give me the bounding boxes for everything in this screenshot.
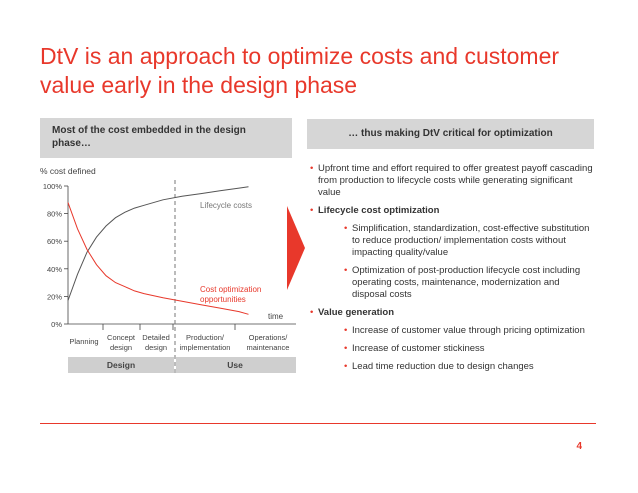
y-tick-label: 20% [47,292,62,301]
bullet-text: Upfront time and effort required to offe… [318,163,593,198]
right-section-header: … thus making DtV critical for optimizat… [307,119,594,149]
design-group-bar [68,357,174,373]
phase-label: Detailed design [142,333,170,352]
page-number: 4 [576,441,582,452]
sub-bullet-item: • Increase of customer stickiness [318,343,596,355]
chevron-arrow-icon [287,206,305,290]
sub-bullet-text: Optimization of post-production lifecycl… [352,265,581,300]
design-group-label: Design [107,360,135,370]
phase-label: Production/implementation [180,333,231,352]
use-group-label: Use [227,360,243,370]
sub-bullet-item: • Lead time reduction due to design chang… [318,361,596,373]
x-axis-label: time [268,312,284,321]
bullet-dot-icon: • [344,265,348,276]
bullet-dot-icon: • [310,205,314,216]
y-tick-label: 0% [51,320,62,329]
cost-optimization-line [67,202,249,315]
y-tick-label: 40% [47,265,62,274]
y-tick-label: 80% [47,210,62,219]
bullet-text: Lifecycle cost optimization [318,205,440,216]
phase-label: Operations/maintenance [247,333,290,352]
bullet-item: • Upfront time and effort required to off… [306,163,596,199]
slide-title: DtV is an approach to optimize costs and… [40,43,560,98]
footer-divider [40,423,596,424]
use-group-bar [176,357,296,373]
sub-bullet-item: • Optimization of post-production lifecyc… [318,265,596,301]
bullet-item: • Lifecycle cost optimization • Simplificat… [306,205,596,301]
bullet-dot-icon: • [344,343,348,354]
bullet-dot-icon: • [310,307,314,318]
y-tick-label: 100% [43,182,63,191]
bullet-dot-icon: • [344,361,348,372]
sub-bullet-item: • Increase of customer value through pric… [318,325,596,337]
lifecycle-costs-label: Lifecycle costs [200,201,252,210]
bullet-dot-icon: • [344,325,348,336]
sub-bullet-text: Lead time reduction due to design change… [352,361,534,372]
bullet-text: Value generation [318,307,395,318]
phase-label: Concept design [107,333,136,352]
bullet-dot-icon: • [310,163,314,174]
sub-bullet-text: Simplification, standardization, cost-ef… [352,223,590,258]
left-section-header: Most of the cost embedded in the design … [40,118,292,158]
bullet-item: • Value generation • Increase of customer v… [306,307,596,373]
y-axis-label: % cost defined [40,166,96,176]
sub-bullet-text: Increase of customer value through prici… [352,325,585,336]
bullet-dot-icon: • [344,223,348,234]
cost-optimization-label: Cost optimization opportunities [200,285,261,304]
sub-bullet-item: • Simplification, standardization, cost-e… [318,223,596,259]
sub-bullet-text: Increase of customer stickiness [352,343,485,354]
phase-label: Planning [69,337,98,346]
lifecycle-costs-line [67,186,249,301]
bullet-list: • Upfront time and effort required to off… [306,157,596,373]
y-tick-label: 60% [47,237,62,246]
